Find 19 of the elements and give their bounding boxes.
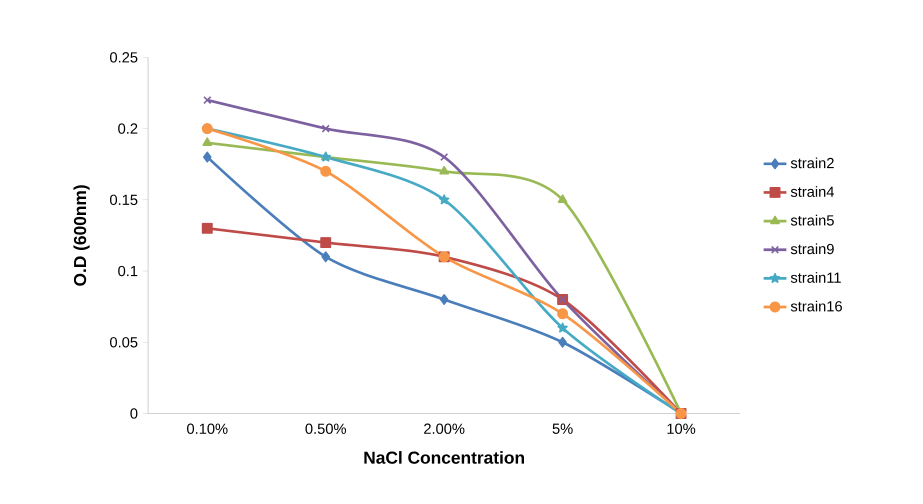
x-tick-label: 0.50% bbox=[305, 423, 346, 434]
y-tick-label: 0.15 bbox=[110, 194, 138, 205]
y-tick-label: 0.25 bbox=[110, 52, 138, 62]
legend-label: strain9 bbox=[790, 243, 834, 254]
x-tick-label: 5% bbox=[552, 423, 573, 434]
legend-label: strain2 bbox=[790, 157, 834, 168]
y-tick-label: 0.2 bbox=[118, 123, 138, 134]
y-axis-title: O.D (600nm) bbox=[73, 185, 90, 286]
legend-label: strain5 bbox=[790, 214, 834, 226]
y-tick-label: 0 bbox=[130, 408, 138, 419]
x-tick-label: 10% bbox=[667, 423, 696, 434]
x-tick-label: 0.10% bbox=[187, 423, 228, 434]
y-tick-label: 0.05 bbox=[110, 336, 138, 348]
x-tick-label: 2.00% bbox=[424, 423, 464, 434]
legend-label: strain4 bbox=[790, 186, 834, 197]
x-axis-title: NaCl Concentration bbox=[364, 450, 524, 464]
legend-label: strain11 bbox=[790, 272, 841, 283]
y-tick-label: 0.1 bbox=[118, 266, 138, 276]
legend-label: strain16 bbox=[790, 300, 842, 312]
